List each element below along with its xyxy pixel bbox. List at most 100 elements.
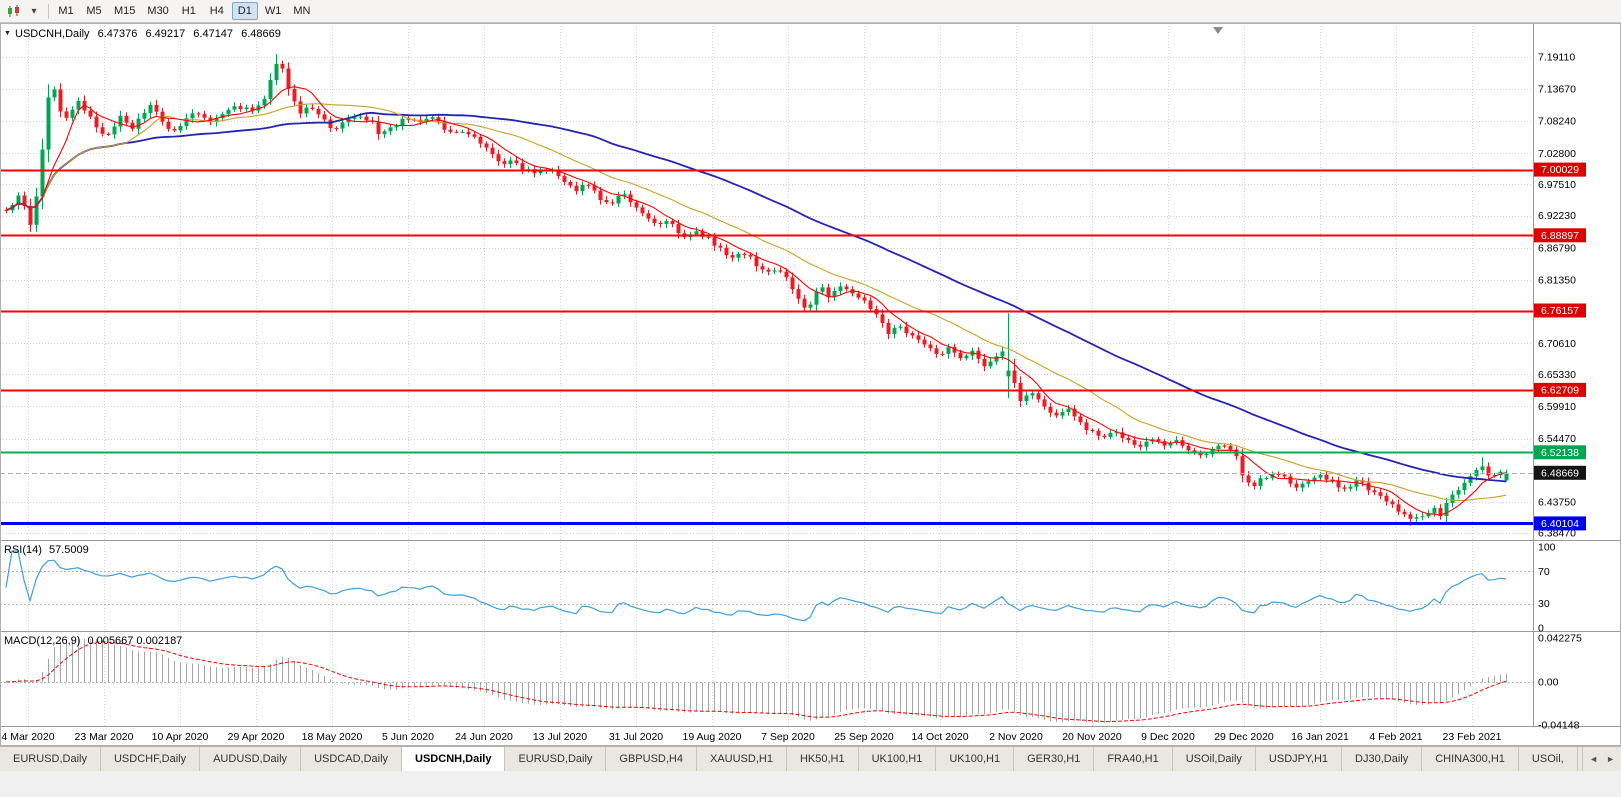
timeframe-button-h1[interactable]: H1 xyxy=(181,5,196,17)
ma-slow-blue-line xyxy=(5,111,1507,483)
one-click-trading-collapse-icon[interactable]: ▼ xyxy=(4,30,11,37)
symbol-tab-usdjpy-h1[interactable]: USDJPY,H1 xyxy=(1255,747,1343,771)
rsi-name: RSI(14) xyxy=(4,544,42,556)
timeframe-buttons: M1 M5 M15 M30 H1 H4 D1 W1 MN xyxy=(53,2,315,20)
chart-window[interactable]: 7.19110 7.13670 7.08240 7.02800 6.97510 6.922… xyxy=(0,23,1621,746)
ma-fast-red-line xyxy=(5,86,1507,516)
symbol-tab-bar: EURUSD,Daily USDCHF,Daily AUDUSD,Daily USDC… xyxy=(0,746,1621,771)
symbol-tab-eurusd-daily[interactable]: EURUSD,Daily xyxy=(505,747,607,771)
svg-text:7.08240: 7.08240 xyxy=(1538,116,1576,128)
symbol-tab-dj30-daily[interactable]: DJ30,Daily xyxy=(1342,747,1423,771)
svg-text:6.40104: 6.40104 xyxy=(1541,518,1579,530)
timeframe-button-m1[interactable]: M1 xyxy=(58,5,74,17)
rsi-value: 57.5009 xyxy=(48,544,89,556)
svg-text:6.92230: 6.92230 xyxy=(1538,210,1576,222)
svg-text:6.76157: 6.76157 xyxy=(1541,305,1579,317)
svg-text:6.70610: 6.70610 xyxy=(1538,338,1576,350)
svg-text:6.43750: 6.43750 xyxy=(1538,496,1576,508)
timeframe-button-m15[interactable]: M15 xyxy=(114,5,136,17)
symbol-tab-usoil-[interactable]: USOil, xyxy=(1518,747,1578,771)
svg-text:6.65330: 6.65330 xyxy=(1538,369,1576,381)
symbol-tab-uk100-h1[interactable]: UK100,H1 xyxy=(858,747,937,771)
svg-text:7.00029: 7.00029 xyxy=(1541,164,1579,176)
symbol-tabs: EURUSD,Daily USDCHF,Daily AUDUSD,Daily USDC… xyxy=(0,747,1582,771)
tabs-scroll-left-button[interactable]: ◄ xyxy=(1589,754,1599,764)
svg-text:6.52138: 6.52138 xyxy=(1541,447,1579,459)
svg-text:23 Feb 2021: 23 Feb 2021 xyxy=(1443,731,1502,743)
rsi-level-lines xyxy=(0,571,1533,605)
svg-text:30: 30 xyxy=(1538,598,1550,610)
symbol-tab-audusd-daily[interactable]: AUDUSD,Daily xyxy=(200,747,302,771)
price-badge-6.62709: 6.62709 xyxy=(1534,382,1586,397)
timeframe-button-h4[interactable]: H4 xyxy=(209,5,224,17)
chart-canvas[interactable]: 7.19110 7.13670 7.08240 7.02800 6.97510 6.922… xyxy=(0,23,1621,746)
rsi-line xyxy=(5,550,1507,622)
svg-text:6.54470: 6.54470 xyxy=(1538,433,1576,445)
chart-title-close: 6.48669 xyxy=(241,28,281,40)
svg-text:6.81350: 6.81350 xyxy=(1538,274,1576,286)
svg-text:9 Dec 2020: 9 Dec 2020 xyxy=(1141,731,1195,743)
svg-text:29 Dec 2020: 29 Dec 2020 xyxy=(1214,731,1274,743)
svg-text:25 Sep 2020: 25 Sep 2020 xyxy=(834,731,894,743)
rsi-axis-labels: 100 70 30 0 xyxy=(1538,542,1556,635)
symbol-tab-usdchf-daily[interactable]: USDCHF,Daily xyxy=(100,747,201,771)
chart-title-open: 6.47376 xyxy=(97,28,138,40)
pane-separators[interactable] xyxy=(0,23,1621,727)
chart-dropdown-icon[interactable]: ▾ xyxy=(31,5,37,17)
svg-text:5 Jun 2020: 5 Jun 2020 xyxy=(382,731,434,743)
symbol-tab-uk100-h1[interactable]: UK100,H1 xyxy=(936,747,1015,771)
rsi-indicator-label: RSI(14) 57.5009 xyxy=(4,544,93,556)
svg-text:4 Feb 2021: 4 Feb 2021 xyxy=(1369,731,1422,743)
chart-background xyxy=(0,23,1621,746)
svg-text:18 May 2020: 18 May 2020 xyxy=(302,731,363,743)
chart-shift-marker-icon[interactable] xyxy=(1213,27,1223,34)
svg-text:0.042275: 0.042275 xyxy=(1538,633,1582,645)
svg-text:6.62709: 6.62709 xyxy=(1541,384,1579,396)
svg-text:0.00: 0.00 xyxy=(1538,676,1559,688)
chart-title-low: 6.47147 xyxy=(193,28,234,40)
symbol-tab-usdcad-daily[interactable]: USDCAD,Daily xyxy=(301,747,403,771)
macd-signal-line xyxy=(5,641,1507,723)
current-price-badge: 6.48669 xyxy=(1534,465,1586,480)
timeframe-button-d1[interactable]: D1 xyxy=(231,2,258,20)
svg-text:20 Nov 2020: 20 Nov 2020 xyxy=(1062,731,1122,743)
timeframe-button-w1[interactable]: W1 xyxy=(264,5,282,17)
symbol-tab-gbpusd-h4[interactable]: GBPUSD,H4 xyxy=(606,747,697,771)
toolbar-separator xyxy=(48,3,49,19)
svg-text:23 Mar 2020: 23 Mar 2020 xyxy=(75,731,134,743)
chart-title-high: 6.49217 xyxy=(145,28,186,40)
symbol-tab-china300-h1[interactable]: CHINA300,H1 xyxy=(1422,747,1519,771)
svg-text:6.86790: 6.86790 xyxy=(1538,242,1576,254)
symbol-tab-ger30-h1[interactable]: GER30,H1 xyxy=(1014,747,1095,771)
svg-text:6.59910: 6.59910 xyxy=(1538,401,1576,413)
timeframe-button-m30[interactable]: M30 xyxy=(147,5,169,17)
symbol-tab-eurusd-daily[interactable]: EURUSD,Daily xyxy=(0,747,101,771)
tabs-scroll-right-button[interactable]: ► xyxy=(1606,754,1615,764)
svg-text:6.97510: 6.97510 xyxy=(1538,179,1576,191)
chart-grid xyxy=(0,23,1533,726)
candlestick-glyph xyxy=(8,4,19,17)
svg-text:7.13670: 7.13670 xyxy=(1538,84,1576,96)
macd-name: MACD(12,26,9) xyxy=(4,635,81,647)
svg-text:70: 70 xyxy=(1538,566,1550,578)
svg-text:100: 100 xyxy=(1538,542,1556,554)
symbol-tab-xauusd-h1[interactable]: XAUUSD,H1 xyxy=(696,747,787,771)
svg-text:14 Oct 2020: 14 Oct 2020 xyxy=(911,731,968,743)
symbol-tab-usdcnh-daily[interactable]: USDCNH,Daily xyxy=(402,747,506,771)
date-axis-labels: 4 Mar 2020 23 Mar 2020 10 Apr 2020 29 Apr 2… xyxy=(1,731,1501,743)
price-badge-6.76157: 6.76157 xyxy=(1534,303,1586,318)
timeframe-button-mn[interactable]: MN xyxy=(293,5,311,17)
macd-axis-labels: 0.042275 0.00 -0.04148 xyxy=(1538,633,1582,732)
svg-text:4 Mar 2020: 4 Mar 2020 xyxy=(1,731,54,743)
chart-type-icon[interactable] xyxy=(4,2,24,20)
symbol-tab-usoil-daily[interactable]: USOil,Daily xyxy=(1172,747,1256,771)
svg-text:7.02800: 7.02800 xyxy=(1538,148,1576,160)
chart-title: USDCNH,Daily 6.47376 6.49217 6.47147 6.4… xyxy=(15,28,286,40)
timeframe-button-m5[interactable]: M5 xyxy=(86,5,102,17)
symbol-tab-hk50-h1[interactable]: HK50,H1 xyxy=(786,747,859,771)
symbol-tab-fra40-h1[interactable]: FRA40,H1 xyxy=(1094,747,1173,771)
svg-text:7 Sep 2020: 7 Sep 2020 xyxy=(761,731,815,743)
svg-text:6.48669: 6.48669 xyxy=(1541,467,1579,479)
svg-text:16 Jan 2021: 16 Jan 2021 xyxy=(1291,731,1349,743)
